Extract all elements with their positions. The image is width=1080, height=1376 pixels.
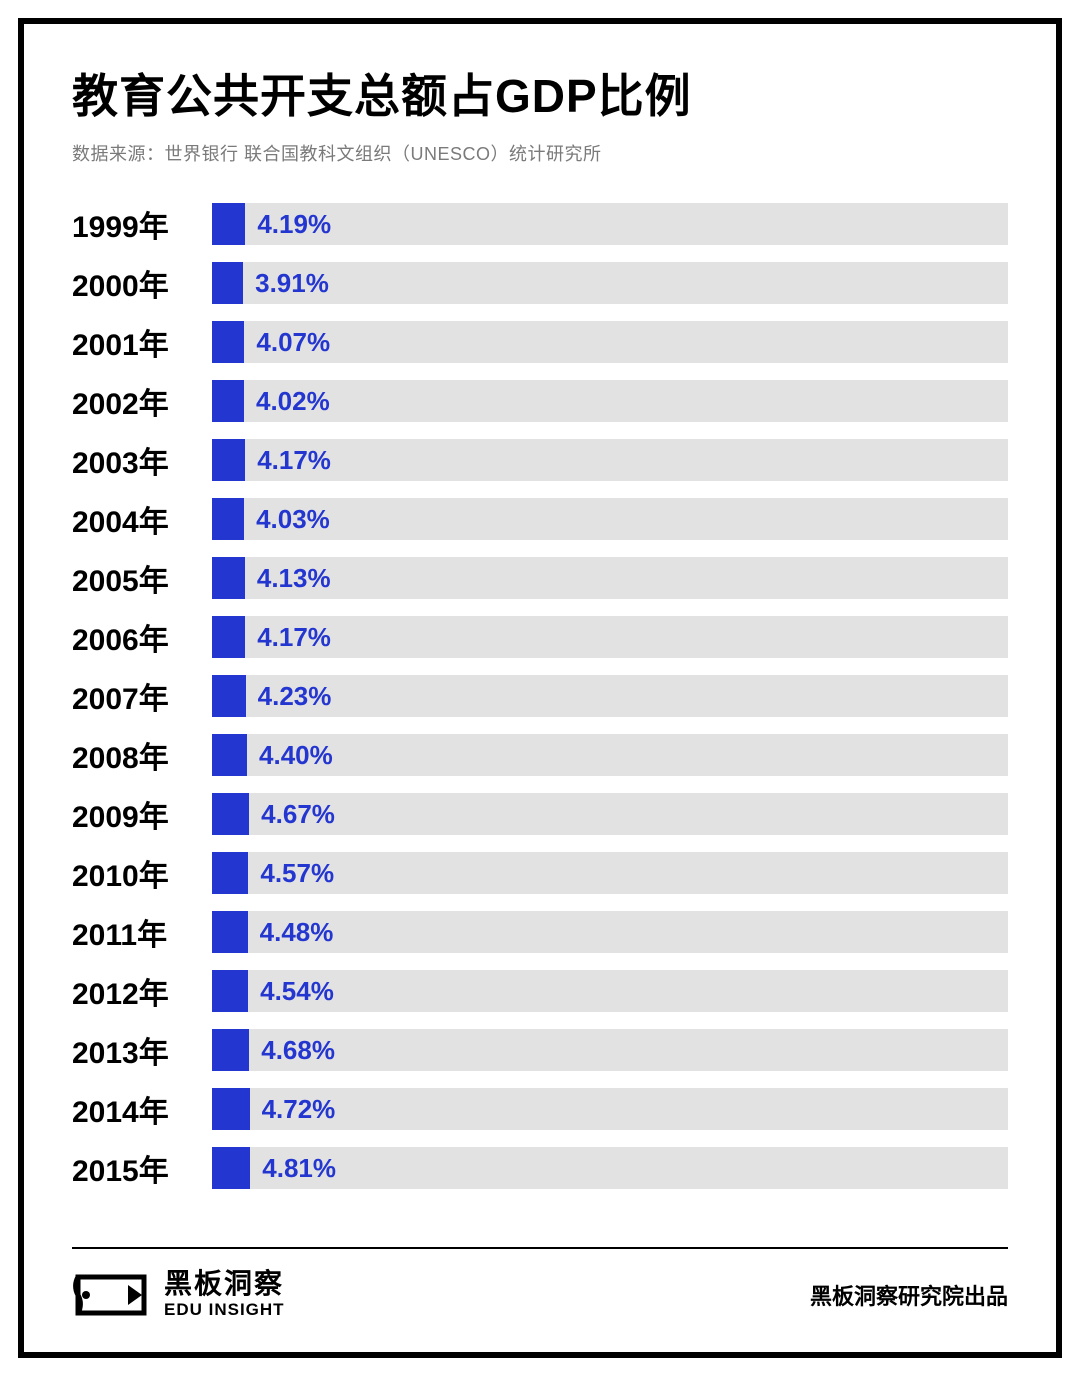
logo-en-text: EDU INSIGHT: [164, 1300, 285, 1320]
bar-value-label: 4.67%: [261, 799, 335, 830]
bar-row: 2012年 4.54%: [72, 967, 1008, 1015]
year-label: 2010年: [72, 851, 212, 895]
bar-track: 4.07%: [212, 321, 1008, 363]
bar-fill: [212, 1147, 250, 1189]
bar-fill: [212, 262, 243, 304]
bar-row: 1999年 4.19%: [72, 200, 1008, 248]
bar-track: 4.02%: [212, 380, 1008, 422]
year-label: 2002年: [72, 379, 212, 423]
year-label: 2008年: [72, 733, 212, 777]
footer: 黑板洞察 EDU INSIGHT 黑板洞察研究院出品: [72, 1269, 1008, 1328]
bar-row: 2008年 4.40%: [72, 731, 1008, 779]
bar-fill: [212, 498, 244, 540]
chart-subtitle: 数据来源：世界银行 联合国教科文组织（UNESCO）统计研究所: [72, 140, 1008, 166]
bar-fill: [212, 734, 247, 776]
bar-row: 2003年 4.17%: [72, 436, 1008, 484]
bar-fill: [212, 1088, 250, 1130]
year-label: 2000年: [72, 261, 212, 305]
bar-track: 3.91%: [212, 262, 1008, 304]
chart-title: 教育公共开支总额占GDP比例: [72, 60, 1008, 126]
year-label: 2012年: [72, 969, 212, 1013]
bar-fill: [212, 380, 244, 422]
bar-fill: [212, 970, 248, 1012]
logo-cn-text: 黑板洞察: [164, 1269, 285, 1300]
year-label: 2004年: [72, 497, 212, 541]
bar-track: 4.03%: [212, 498, 1008, 540]
bar-fill: [212, 321, 244, 363]
bar-value-label: 4.02%: [256, 386, 330, 417]
bar-track: 4.57%: [212, 852, 1008, 894]
bar-fill: [212, 852, 248, 894]
logo-block: 黑板洞察 EDU INSIGHT: [72, 1269, 285, 1320]
chart-area: 1999年 4.19% 2000年 3.91% 2001年 4.07% 2002年 4.02%…: [72, 200, 1008, 1217]
bar-row: 2006年 4.17%: [72, 613, 1008, 661]
year-label: 2005年: [72, 556, 212, 600]
bar-row: 2000年 3.91%: [72, 259, 1008, 307]
bar-value-label: 4.03%: [256, 504, 330, 535]
bar-track: 4.68%: [212, 1029, 1008, 1071]
bar-row: 2004年 4.03%: [72, 495, 1008, 543]
bar-value-label: 3.91%: [255, 268, 329, 299]
bar-value-label: 4.57%: [260, 858, 334, 889]
bar-fill: [212, 616, 245, 658]
bar-value-label: 4.17%: [257, 445, 331, 476]
bar-value-label: 4.13%: [257, 563, 331, 594]
bar-track: 4.48%: [212, 911, 1008, 953]
bar-row: 2011年 4.48%: [72, 908, 1008, 956]
logo-text: 黑板洞察 EDU INSIGHT: [164, 1269, 285, 1320]
year-label: 2007年: [72, 674, 212, 718]
bar-fill: [212, 793, 249, 835]
bar-row: 2005年 4.13%: [72, 554, 1008, 602]
footer-divider: [72, 1247, 1008, 1249]
outer-frame: 教育公共开支总额占GDP比例 数据来源：世界银行 联合国教科文组织（UNESCO…: [18, 18, 1062, 1358]
bar-value-label: 4.68%: [261, 1035, 335, 1066]
bar-value-label: 4.54%: [260, 976, 334, 1007]
bar-fill: [212, 439, 245, 481]
bar-value-label: 4.40%: [259, 740, 333, 771]
bar-row: 2015年 4.81%: [72, 1144, 1008, 1192]
bar-fill: [212, 557, 245, 599]
bar-fill: [212, 1029, 249, 1071]
bar-value-label: 4.07%: [256, 327, 330, 358]
year-label: 1999年: [72, 202, 212, 246]
year-label: 2013年: [72, 1028, 212, 1072]
year-label: 2001年: [72, 320, 212, 364]
bar-row: 2001年 4.07%: [72, 318, 1008, 366]
bar-fill: [212, 911, 248, 953]
credit-text: 黑板洞察研究院出品: [810, 1279, 1008, 1311]
bar-value-label: 4.81%: [262, 1153, 336, 1184]
year-label: 2011年: [72, 910, 212, 954]
bar-row: 2014年 4.72%: [72, 1085, 1008, 1133]
bar-track: 4.40%: [212, 734, 1008, 776]
year-label: 2006年: [72, 615, 212, 659]
bar-value-label: 4.72%: [262, 1094, 336, 1125]
bar-value-label: 4.23%: [258, 681, 332, 712]
bar-row: 2013年 4.68%: [72, 1026, 1008, 1074]
bar-value-label: 4.48%: [260, 917, 334, 948]
bar-value-label: 4.19%: [257, 209, 331, 240]
bar-row: 2009年 4.67%: [72, 790, 1008, 838]
bar-track: 4.19%: [212, 203, 1008, 245]
bar-row: 2007年 4.23%: [72, 672, 1008, 720]
year-label: 2003年: [72, 438, 212, 482]
bar-track: 4.23%: [212, 675, 1008, 717]
bar-row: 2010年 4.57%: [72, 849, 1008, 897]
bar-value-label: 4.17%: [257, 622, 331, 653]
bar-track: 4.54%: [212, 970, 1008, 1012]
bar-fill: [212, 203, 245, 245]
bar-track: 4.17%: [212, 439, 1008, 481]
bar-track: 4.81%: [212, 1147, 1008, 1189]
bar-track: 4.72%: [212, 1088, 1008, 1130]
edu-insight-logo-icon: [72, 1271, 150, 1319]
year-label: 2009年: [72, 792, 212, 836]
bar-track: 4.17%: [212, 616, 1008, 658]
bar-track: 4.67%: [212, 793, 1008, 835]
bar-track: 4.13%: [212, 557, 1008, 599]
year-label: 2014年: [72, 1087, 212, 1131]
bar-row: 2002年 4.02%: [72, 377, 1008, 425]
bar-fill: [212, 675, 246, 717]
year-label: 2015年: [72, 1146, 212, 1190]
